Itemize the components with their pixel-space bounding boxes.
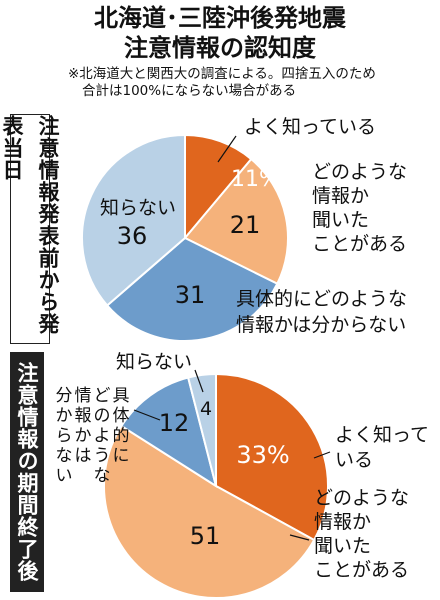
- pie1-slice-dont_know: [81, 133, 186, 307]
- pie1-label-heard-line4: ことがある: [312, 233, 407, 255]
- chart-title-line2: 注意情報の認知度: [124, 34, 316, 62]
- pie1-slice-specific_unknown: [105, 236, 279, 342]
- pie2-label-specific-unknown-col3-char4: は: [75, 446, 92, 466]
- pie1-slice-know_well: [184, 133, 253, 241]
- pie1-value-know-well: 11%: [231, 167, 280, 192]
- pie2-label-specific-unknown-col4-char3: ら: [56, 426, 73, 446]
- pie1-label-know-well: よく知っている: [244, 116, 376, 138]
- pie1-value-specific-unknown: 31: [175, 281, 206, 309]
- pie2-label-specific-unknown-col2-char2: の: [94, 406, 111, 426]
- pie1-value-heard: 21: [230, 211, 261, 239]
- pie1-label-heard-line3: 聞いた: [312, 209, 369, 231]
- pie1-label-dont-know: 知らない: [100, 197, 176, 219]
- pie2-leader-heard: [289, 534, 310, 541]
- pie2-leader-dont-know: [194, 369, 204, 393]
- pie1-label-heard-line2: 情報か: [312, 185, 369, 207]
- pie2-value-dont-know: 4: [200, 398, 212, 420]
- pie2-leader-specific-unknown: [133, 409, 161, 421]
- pie2-leader-know-well: [313, 451, 331, 459]
- pie2-label-heard-line4: ことがある: [314, 559, 409, 581]
- pie2-label-specific-unknown-col4-char1: 分: [56, 386, 73, 406]
- pie1-value-dont-know: 36: [117, 222, 148, 250]
- pie2-label-heard-line3: 聞いた: [314, 535, 371, 557]
- pie2-label-heard-line1: どのような: [314, 487, 409, 509]
- pie2-label-specific-unknown-col2-char5: な: [94, 466, 111, 486]
- pie2-label-specific-unknown-col4-char4: な: [56, 446, 73, 466]
- pie2-label-know-well-line2: いる: [335, 449, 373, 471]
- pie2-slice-dont_know: [186, 372, 217, 487]
- pie1-label-heard-line1: どのような: [312, 161, 407, 183]
- note-line2: 合計は100%にならない場合がある: [82, 83, 297, 99]
- note-line1: ※北海道大と関西大の調査による。四捨五入のため: [68, 66, 376, 82]
- pie2-label-specific-unknown-col4-char5: い: [56, 466, 73, 486]
- pie2-label-specific-unknown-col1-char1: 具: [113, 386, 130, 406]
- pie2-value-heard: 51: [190, 522, 221, 550]
- pie2-label-specific-unknown-col1-char2: 体: [113, 406, 130, 426]
- pie2-value-specific-unknown: 12: [159, 409, 190, 437]
- pie1-leader-know-well: [217, 135, 237, 163]
- pie2-label-dont-know: 知らない: [116, 351, 192, 373]
- pie2-label-specific-unknown-col3-char3: か: [75, 426, 92, 446]
- pie2-label-specific-unknown-col4-char2: か: [56, 406, 73, 426]
- pie2-label-know-well-line1: よく知って: [335, 424, 429, 446]
- pie1-label-specific-unknown-line1: 具体的にどのような: [236, 288, 407, 310]
- pie2-label-specific-unknown-col1-char3: 的: [113, 426, 130, 446]
- pie2-label-specific-unknown-col2-char3: よ: [94, 426, 111, 446]
- pie2-label-heard-line2: 情報か: [314, 511, 371, 533]
- pie2-slice-know_well: [215, 372, 329, 542]
- pie2-period-label: 注意情報の期間終了後: [10, 352, 44, 592]
- pie1-label-specific-unknown-line2: 情報かは分からない: [236, 314, 406, 336]
- pie2-label-specific-unknown-col3-char2: 報: [75, 406, 92, 426]
- chart-title-line1: 北海道･三陸沖後発地震: [94, 4, 346, 32]
- pie2-label-specific-unknown-col1-char4: に: [113, 446, 130, 466]
- pie2-label-specific-unknown-col2-char4: う: [94, 446, 111, 466]
- pie2-label-specific-unknown-col3-char1: 情: [75, 386, 92, 406]
- pie2-label-specific-unknown-col2-char1: ど: [94, 386, 111, 406]
- pie2-slice-specific_unknown: [120, 376, 218, 489]
- pie2-slice-heard: [103, 424, 316, 599]
- pie1-slice-heard: [183, 157, 289, 286]
- pie2-value-know-well: 33%: [236, 441, 289, 469]
